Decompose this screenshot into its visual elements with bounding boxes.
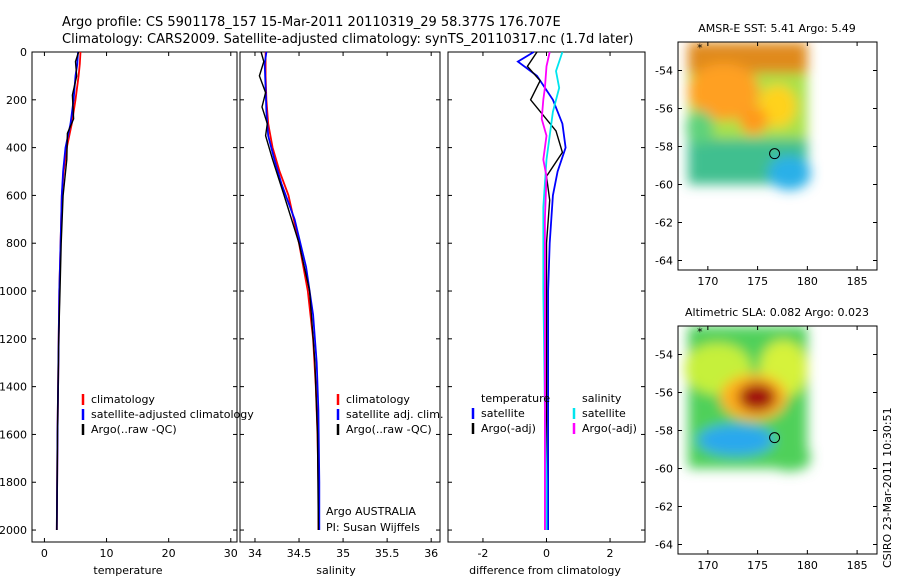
difference-legend-temp-sat-label: satellite (481, 407, 525, 420)
sla-map-panel: 170 175 180 185 -54 -56 -58 -60 -62 -64 * (655, 325, 878, 572)
difference-legend-header-temperature: temperature (481, 392, 550, 405)
sla-ytick-label: -60 (655, 463, 673, 476)
depth-tick-label: 400 (6, 142, 27, 155)
sst-argo-marker (769, 148, 781, 160)
depth-tick-label: 1000 (0, 285, 27, 298)
sst-map-panel: 170 175 180 185 -54 -56 -58 -60 -62 -64 * (655, 41, 878, 288)
sst-ytick-label: -62 (655, 217, 673, 230)
difference-series-salinity-argo-adj- (540, 51, 551, 530)
salinity-legend-1-label: satellite adj. clim. (346, 408, 443, 421)
sla-red-core (738, 383, 777, 412)
temperature-xtick-label: 20 (162, 547, 176, 560)
sst-xtick-label: 175 (747, 275, 768, 288)
temperature-series-argo-raw-qc- (56, 51, 80, 531)
difference-x-label: difference from climatology (469, 564, 621, 577)
difference-series-temperature-satellite (516, 51, 567, 530)
temperature-xtick-label: 10 (100, 547, 114, 560)
sst-ytick-label: -64 (655, 255, 673, 268)
salinity-series-satellite-adj-clim- (263, 51, 321, 530)
sst-xtick-label: 185 (847, 275, 868, 288)
difference-legend-sal-argo-label: Argo(-adj) (582, 422, 637, 435)
depth-tick-label: 1400 (0, 381, 27, 394)
temperature-x-label: temperature (93, 564, 162, 577)
sst-ytick-label: -54 (655, 65, 673, 78)
sst-star-marker: * (697, 42, 703, 55)
depth-tick-label: 0 (20, 46, 27, 59)
header-line-2: Climatology: CARS2009. Satellite-adjuste… (62, 32, 634, 47)
sst-map-blobs (685, 42, 811, 191)
sla-blue-band (697, 424, 774, 456)
salinity-series-argo-raw-qc- (258, 51, 320, 531)
sla-ytick-label: -56 (655, 387, 673, 400)
temperature-legend-0-label: climatology (91, 393, 155, 406)
sla-argo-marker (769, 432, 781, 444)
salinity-xtick-label: 34 (248, 547, 262, 560)
sla-map-field (684, 326, 811, 472)
sst-orange-blob (739, 106, 768, 135)
salinity-xtick-label: 34.5 (287, 547, 312, 560)
salinity-annotation-1: Argo AUSTRALIA (326, 505, 416, 518)
sla-xtick-label: 185 (847, 559, 868, 572)
sla-xtick-label: 170 (697, 559, 718, 572)
salinity-frame (239, 51, 441, 543)
sst-green-blob (685, 110, 715, 145)
sla-map-title: Altimetric SLA: 0.082 Argo: 0.023 (685, 306, 869, 319)
header-line-1: Argo profile: CS 5901178_157 15-Mar-2011… (62, 15, 561, 30)
sst-xtick-label: 180 (797, 275, 818, 288)
sst-ytick-label: -56 (655, 103, 673, 116)
sst-xtick-label: 170 (697, 275, 718, 288)
sla-map-frame (677, 325, 878, 555)
credit-text: CSIRO 23-Mar-2011 10:30:51 (881, 407, 894, 568)
depth-tick-label: 1800 (0, 476, 27, 489)
sst-map-frame (677, 41, 878, 271)
sla-ytick-label: -58 (655, 425, 673, 438)
salinity-xtick-label: 35 (336, 547, 350, 560)
difference-legend-header-salinity: salinity (582, 392, 622, 405)
sla-ytick-label: -64 (655, 539, 673, 552)
difference-xtick-label: -2 (477, 547, 488, 560)
temperature-panel: 0 10 20 30 0 200 400 600 800 1000 1200 1400 1600 1800… (0, 46, 254, 560)
sst-cold-blob (767, 156, 811, 191)
sla-ytick-label: -54 (655, 349, 673, 362)
temperature-legend-2-label: Argo(..raw -QC) (91, 423, 177, 436)
salinity-panel: 34 34.5 35 35.5 36 climatology satellite adj. … (239, 51, 443, 560)
temperature-legend-1-label: satellite-adjusted climatology (91, 408, 254, 421)
sla-ytick-label: -62 (655, 501, 673, 514)
difference-series-temperature-argo-adj- (526, 51, 564, 530)
salinity-xtick-label: 35.5 (375, 547, 400, 560)
salinity-legend-2-label: Argo(..raw -QC) (346, 423, 432, 436)
depth-tick-label: 600 (6, 189, 27, 202)
depth-tick-label: 2000 (0, 524, 27, 537)
temperature-xtick-label: 30 (224, 547, 238, 560)
salinity-legend-0-label: climatology (346, 393, 410, 406)
difference-panel: -2 0 2 temperature satellite Argo(-adj) salini… (447, 51, 646, 560)
temperature-xtick-label: 0 (41, 547, 48, 560)
difference-xtick-label: 2 (607, 547, 614, 560)
sla-xtick-label: 175 (747, 559, 768, 572)
sst-ytick-label: -60 (655, 179, 673, 192)
depth-tick-label: 1600 (0, 428, 27, 441)
depth-tick-label: 200 (6, 94, 27, 107)
depth-tick-label: 800 (6, 237, 27, 250)
sla-xtick-label: 180 (797, 559, 818, 572)
salinity-x-label: salinity (316, 564, 356, 577)
sla-star-marker: * (697, 326, 703, 339)
sst-yellow-blob (758, 84, 797, 128)
sst-ytick-label: -58 (655, 141, 673, 154)
depth-tick-label: 1200 (0, 333, 27, 346)
difference-legend-temp-argo-label: Argo(-adj) (481, 422, 536, 435)
sst-warm-blob (687, 63, 760, 121)
sla-map-blobs (684, 326, 811, 472)
sst-map-title: AMSR-E SST: 5.41 Argo: 5.49 (698, 22, 856, 35)
salinity-xtick-label: 36 (424, 547, 438, 560)
difference-xtick-label: 0 (543, 547, 550, 560)
sla-green-corner (767, 442, 811, 472)
sst-map-field (685, 42, 811, 191)
temperature-frame (31, 51, 238, 543)
salinity-annotation-2: PI: Susan Wijffels (326, 521, 420, 534)
difference-legend-sal-sat-label: satellite (582, 407, 626, 420)
